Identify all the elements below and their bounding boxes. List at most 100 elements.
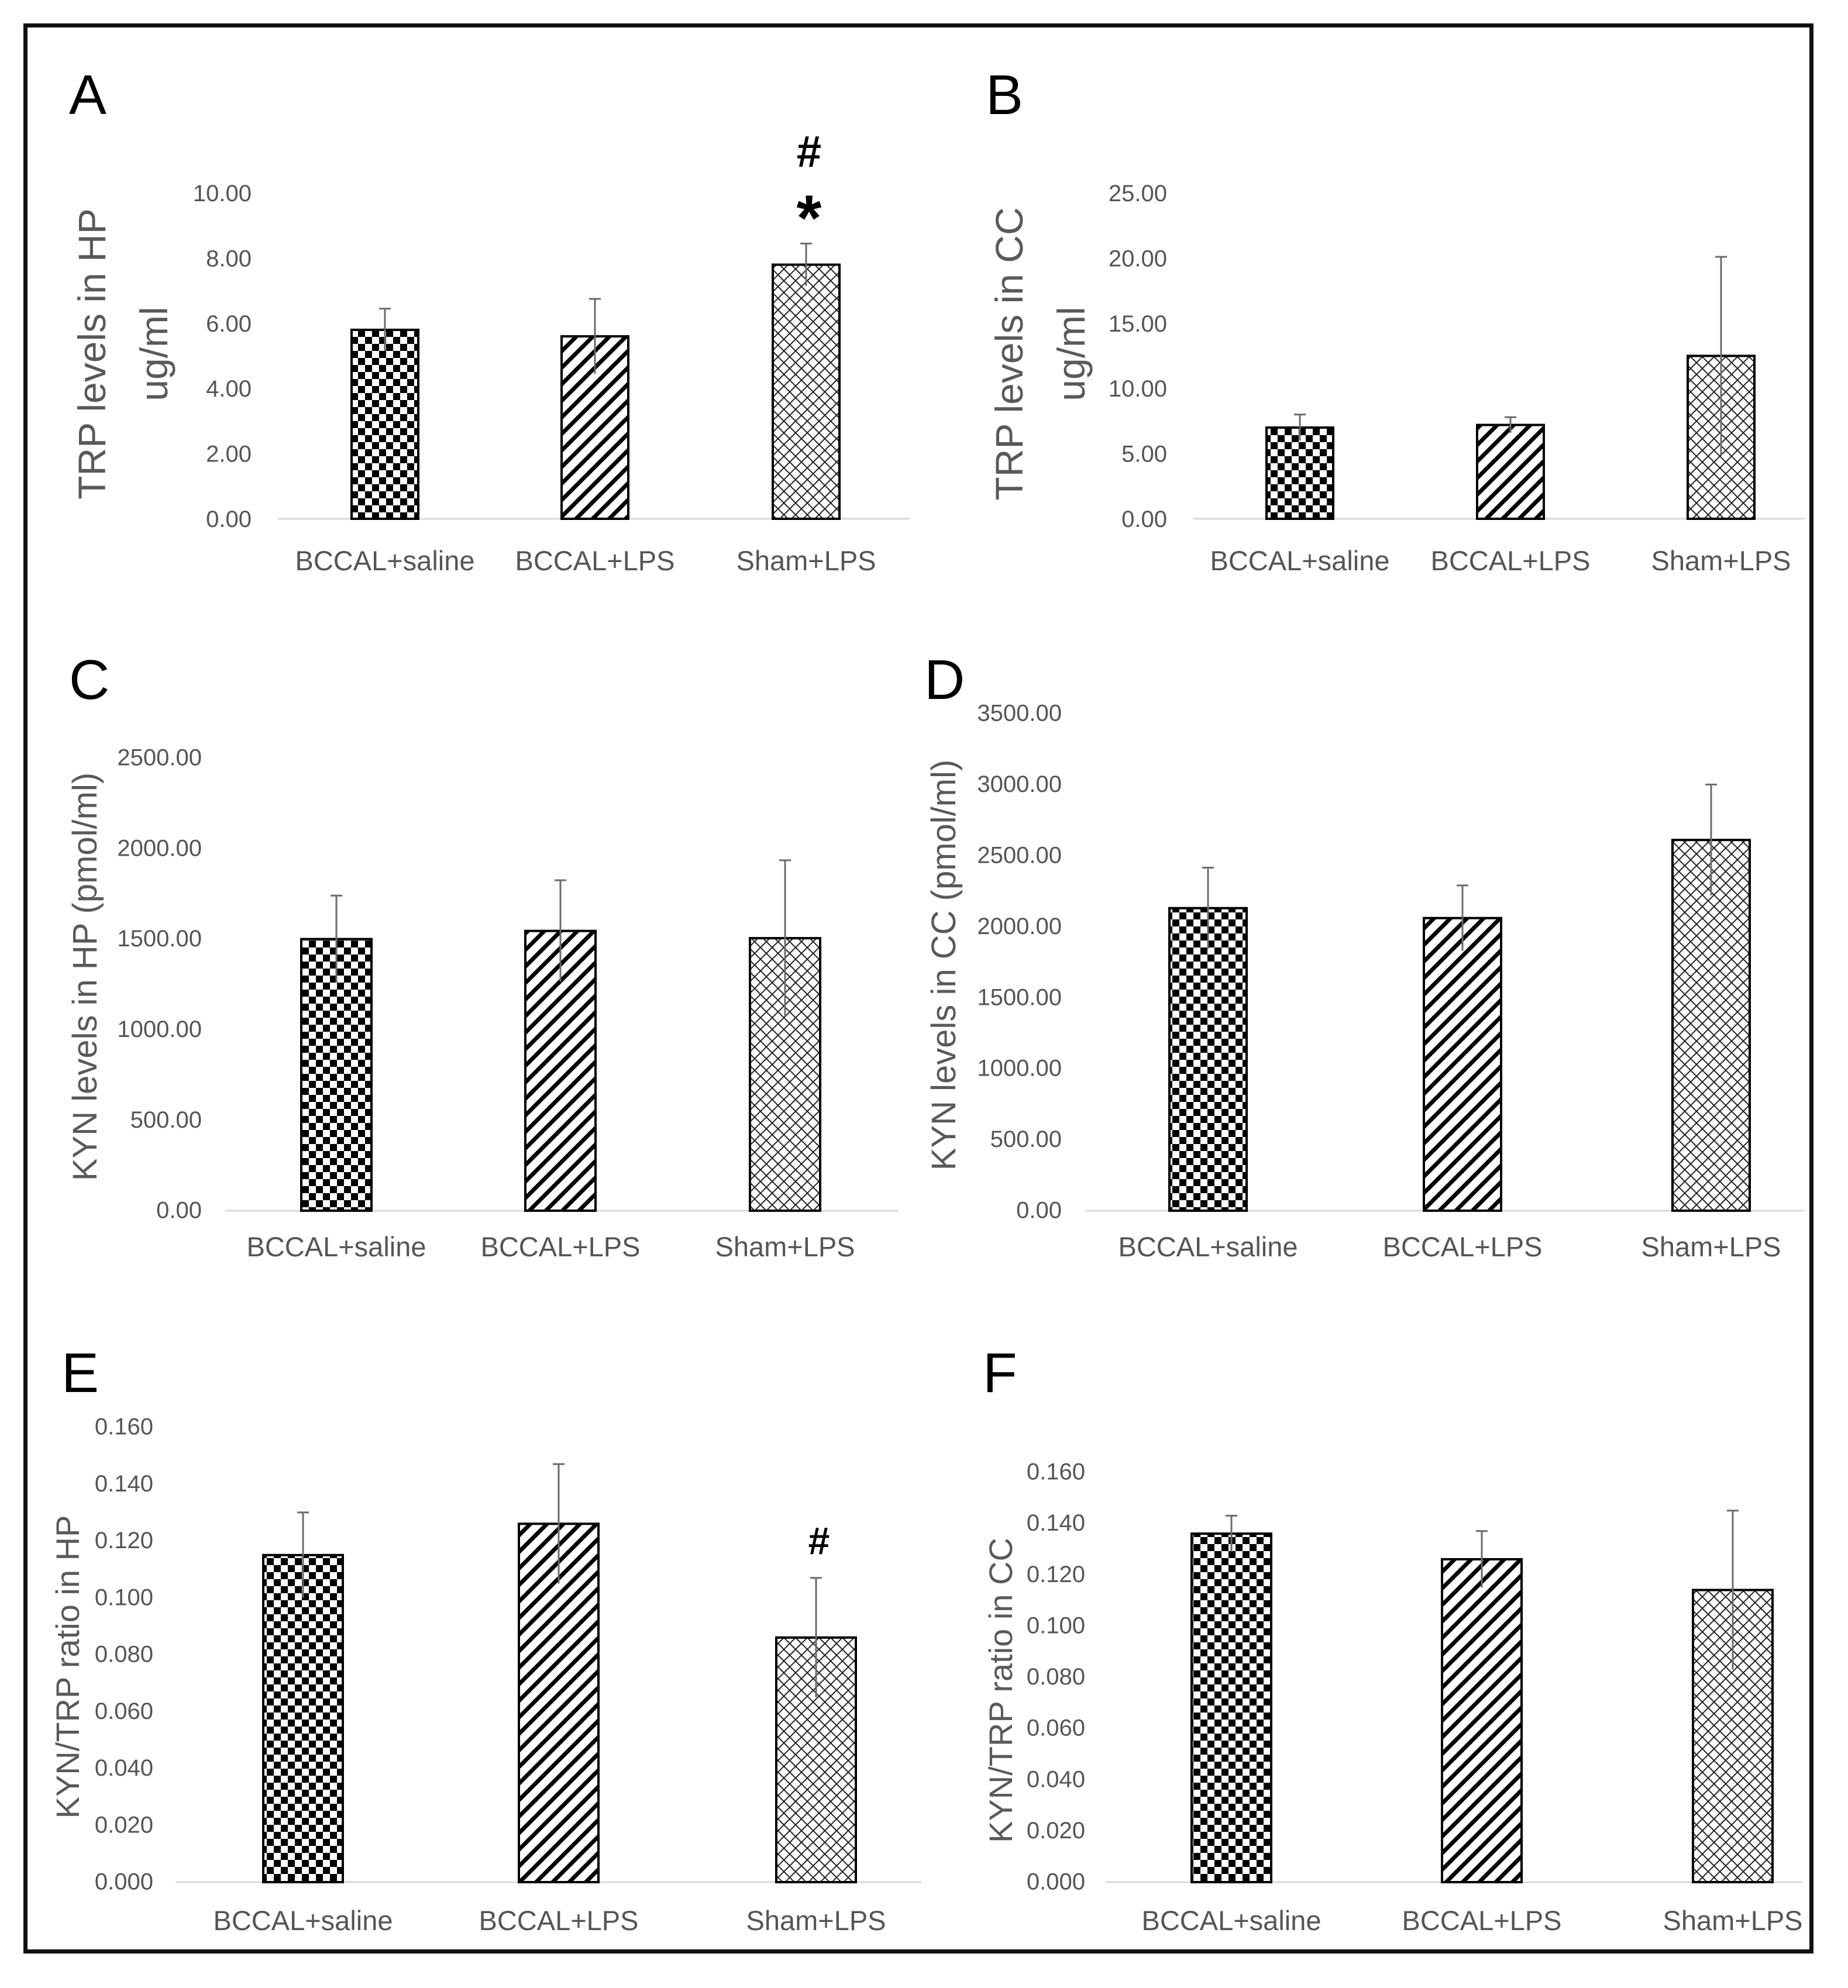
y-axis-label-a-line2: ug/ml [132,306,175,401]
panel-label-f: F [983,1342,1017,1404]
x-ticks-e: BCCAL+saline BCCAL+LPS Sham+LPS [214,1905,886,1936]
x-tick-label: Sham+LPS [736,545,876,576]
x-ticks-a: BCCAL+saline BCCAL+LPS Sham+LPS [295,545,876,576]
panel-label-a: A [69,64,106,126]
bars-b [1265,354,1756,520]
y-axis-label-b: TRP levels in CC ug/ml [987,207,1093,500]
y-tick-label: 0.040 [95,1755,153,1781]
y-tick-label: 2.00 [206,442,252,467]
y-tick-label: 0.120 [1027,1562,1085,1587]
x-tick-label: BCCAL+LPS [480,1231,640,1262]
y-tick-label: 0.00 [1121,507,1167,532]
bar [1476,423,1545,520]
bar [1671,839,1751,1212]
y-tick-label: 10.00 [193,181,252,206]
bar [1168,907,1248,1212]
x-tick-label: Sham+LPS [715,1231,855,1262]
x-tick-label: Sham+LPS [1651,545,1791,576]
error-bars-b [1294,256,1727,455]
y-tick-label: 0.160 [1027,1459,1085,1485]
panel-c: C KYN levels in HP (pmol/ml) 0.00 500.00 1… [66,649,898,1262]
x-tick-label: Sham+LPS [1641,1231,1781,1262]
x-tick-label: BCCAL+saline [214,1905,393,1936]
y-tick-label: 3500.00 [977,701,1062,726]
y-ticks-d: 0.00 500.00 1000.00 1500.00 2000.00 2500.00 30… [977,701,1062,1224]
y-tick-label: 0.100 [95,1584,153,1610]
bar [772,263,841,520]
bars-a [350,263,841,521]
y-tick-label: 0.040 [1027,1766,1085,1792]
y-tick-label: 0.100 [1027,1613,1085,1638]
y-axis-label-a-line1: TRP levels in HP [70,208,113,499]
y-tick-label: 500.00 [990,1126,1062,1152]
y-tick-label: 15.00 [1109,311,1167,337]
y-axis-label-b-line2: ug/ml [1049,306,1093,401]
y-tick-label: 25.00 [1109,181,1167,206]
y-axis-label-a: TRP levels in HP ug/ml [70,208,175,499]
y-axis-label-b-line1: TRP levels in CC [987,207,1031,500]
x-tick-label: Sham+LPS [746,1905,886,1936]
y-axis-label-d: KYN levels in CC (pmol/ml) [925,760,963,1171]
panel-a: A TRP levels in HP ug/ml 0.00 2.00 4.00 6.0… [69,64,910,576]
y-tick-label: 0.060 [95,1698,153,1724]
x-ticks-b: BCCAL+saline BCCAL+LPS Sham+LPS [1210,545,1791,576]
y-tick-label: 8.00 [206,246,252,271]
x-ticks-f: BCCAL+saline BCCAL+LPS Sham+LPS [1142,1905,1803,1936]
y-tick-label: 2000.00 [977,914,1062,939]
y-tick-label: 1500.00 [977,984,1062,1010]
y-tick-label: 0.00 [206,507,252,532]
panel-label-d: D [924,649,965,711]
y-tick-label: 0.140 [1027,1510,1085,1536]
y-tick-label: 1000.00 [117,1017,202,1042]
y-tick-label: 0.00 [156,1198,202,1224]
y-axis-label-f-line1: KYN/TRP ratio in CC [982,1538,1019,1843]
y-tick-label: 0.120 [95,1528,153,1553]
y-axis-label-c: KYN levels in HP (pmol/ml) [66,773,104,1181]
y-ticks-a: 0.00 2.00 4.00 6.00 8.00 10.00 [193,181,252,532]
bar [1423,917,1502,1212]
y-tick-label: 0.020 [1027,1818,1085,1844]
y-axis-label-f: KYN/TRP ratio in CC [982,1538,1019,1843]
x-tick-label: BCCAL+LPS [515,545,674,576]
x-tick-label: BCCAL+LPS [479,1905,638,1936]
y-ticks-f: 0.000 0.020 0.040 0.060 0.080 0.100 0.120 0.140… [1027,1459,1085,1895]
y-ticks-b: 0.00 5.00 10.00 15.00 20.00 25.00 [1109,181,1167,532]
panel-label-e: E [61,1342,99,1404]
bar [1265,426,1334,520]
y-tick-label: 2500.00 [977,842,1062,868]
y-tick-label: 0.160 [95,1414,153,1440]
x-tick-label: BCCAL+saline [247,1231,426,1262]
y-tick-label: 0.00 [1016,1198,1062,1224]
x-tick-label: Sham+LPS [1663,1905,1802,1936]
y-tick-label: 1000.00 [977,1056,1062,1081]
panel-e: E KYN/TRP ratio in HP 0.0000.0200.0400.0… [49,1342,921,1936]
y-tick-label: 500.00 [130,1107,202,1133]
bar [262,1553,344,1883]
x-ticks-d: BCCAL+saline BCCAL+LPS Sham+LPS [1119,1231,1781,1262]
error-bars-c [331,859,791,1017]
bar [1441,1558,1523,1883]
error-bars-e [297,1463,822,1697]
y-axis-label-e-line1: KYN/TRP ratio in HP [49,1515,86,1819]
error-bars-d [1202,783,1717,951]
x-tick-label: BCCAL+LPS [1382,1231,1542,1262]
y-axis-label-c-line1: KYN levels in HP (pmol/ml) [66,773,104,1181]
x-tick-label: BCCAL+saline [1142,1905,1322,1936]
y-tick-label: 2000.00 [117,835,202,861]
y-ticks-c: 0.00 500.00 1000.00 1500.00 2000.00 2500.00 [117,745,202,1224]
bar [350,328,419,520]
y-tick-label: 2500.00 [117,745,202,771]
x-tick-label: BCCAL+LPS [1430,545,1590,576]
y-tick-label: 6.00 [206,311,252,337]
annotations-e: # [808,1520,830,1563]
x-ticks-c: BCCAL+saline BCCAL+LPS Sham+LPS [247,1231,855,1262]
x-tick-label: BCCAL+LPS [1402,1905,1561,1936]
bars-d [1168,839,1751,1212]
y-tick-label: 20.00 [1109,246,1167,271]
figure-frame [23,23,1813,1953]
x-tick-label: BCCAL+saline [1119,1231,1298,1262]
y-axis-label-d-line1: KYN levels in CC (pmol/ml) [925,760,963,1171]
y-axis-label-e: KYN/TRP ratio in HP [49,1515,86,1819]
y-tick-label: 0.060 [1027,1715,1085,1741]
bar [1190,1532,1272,1883]
